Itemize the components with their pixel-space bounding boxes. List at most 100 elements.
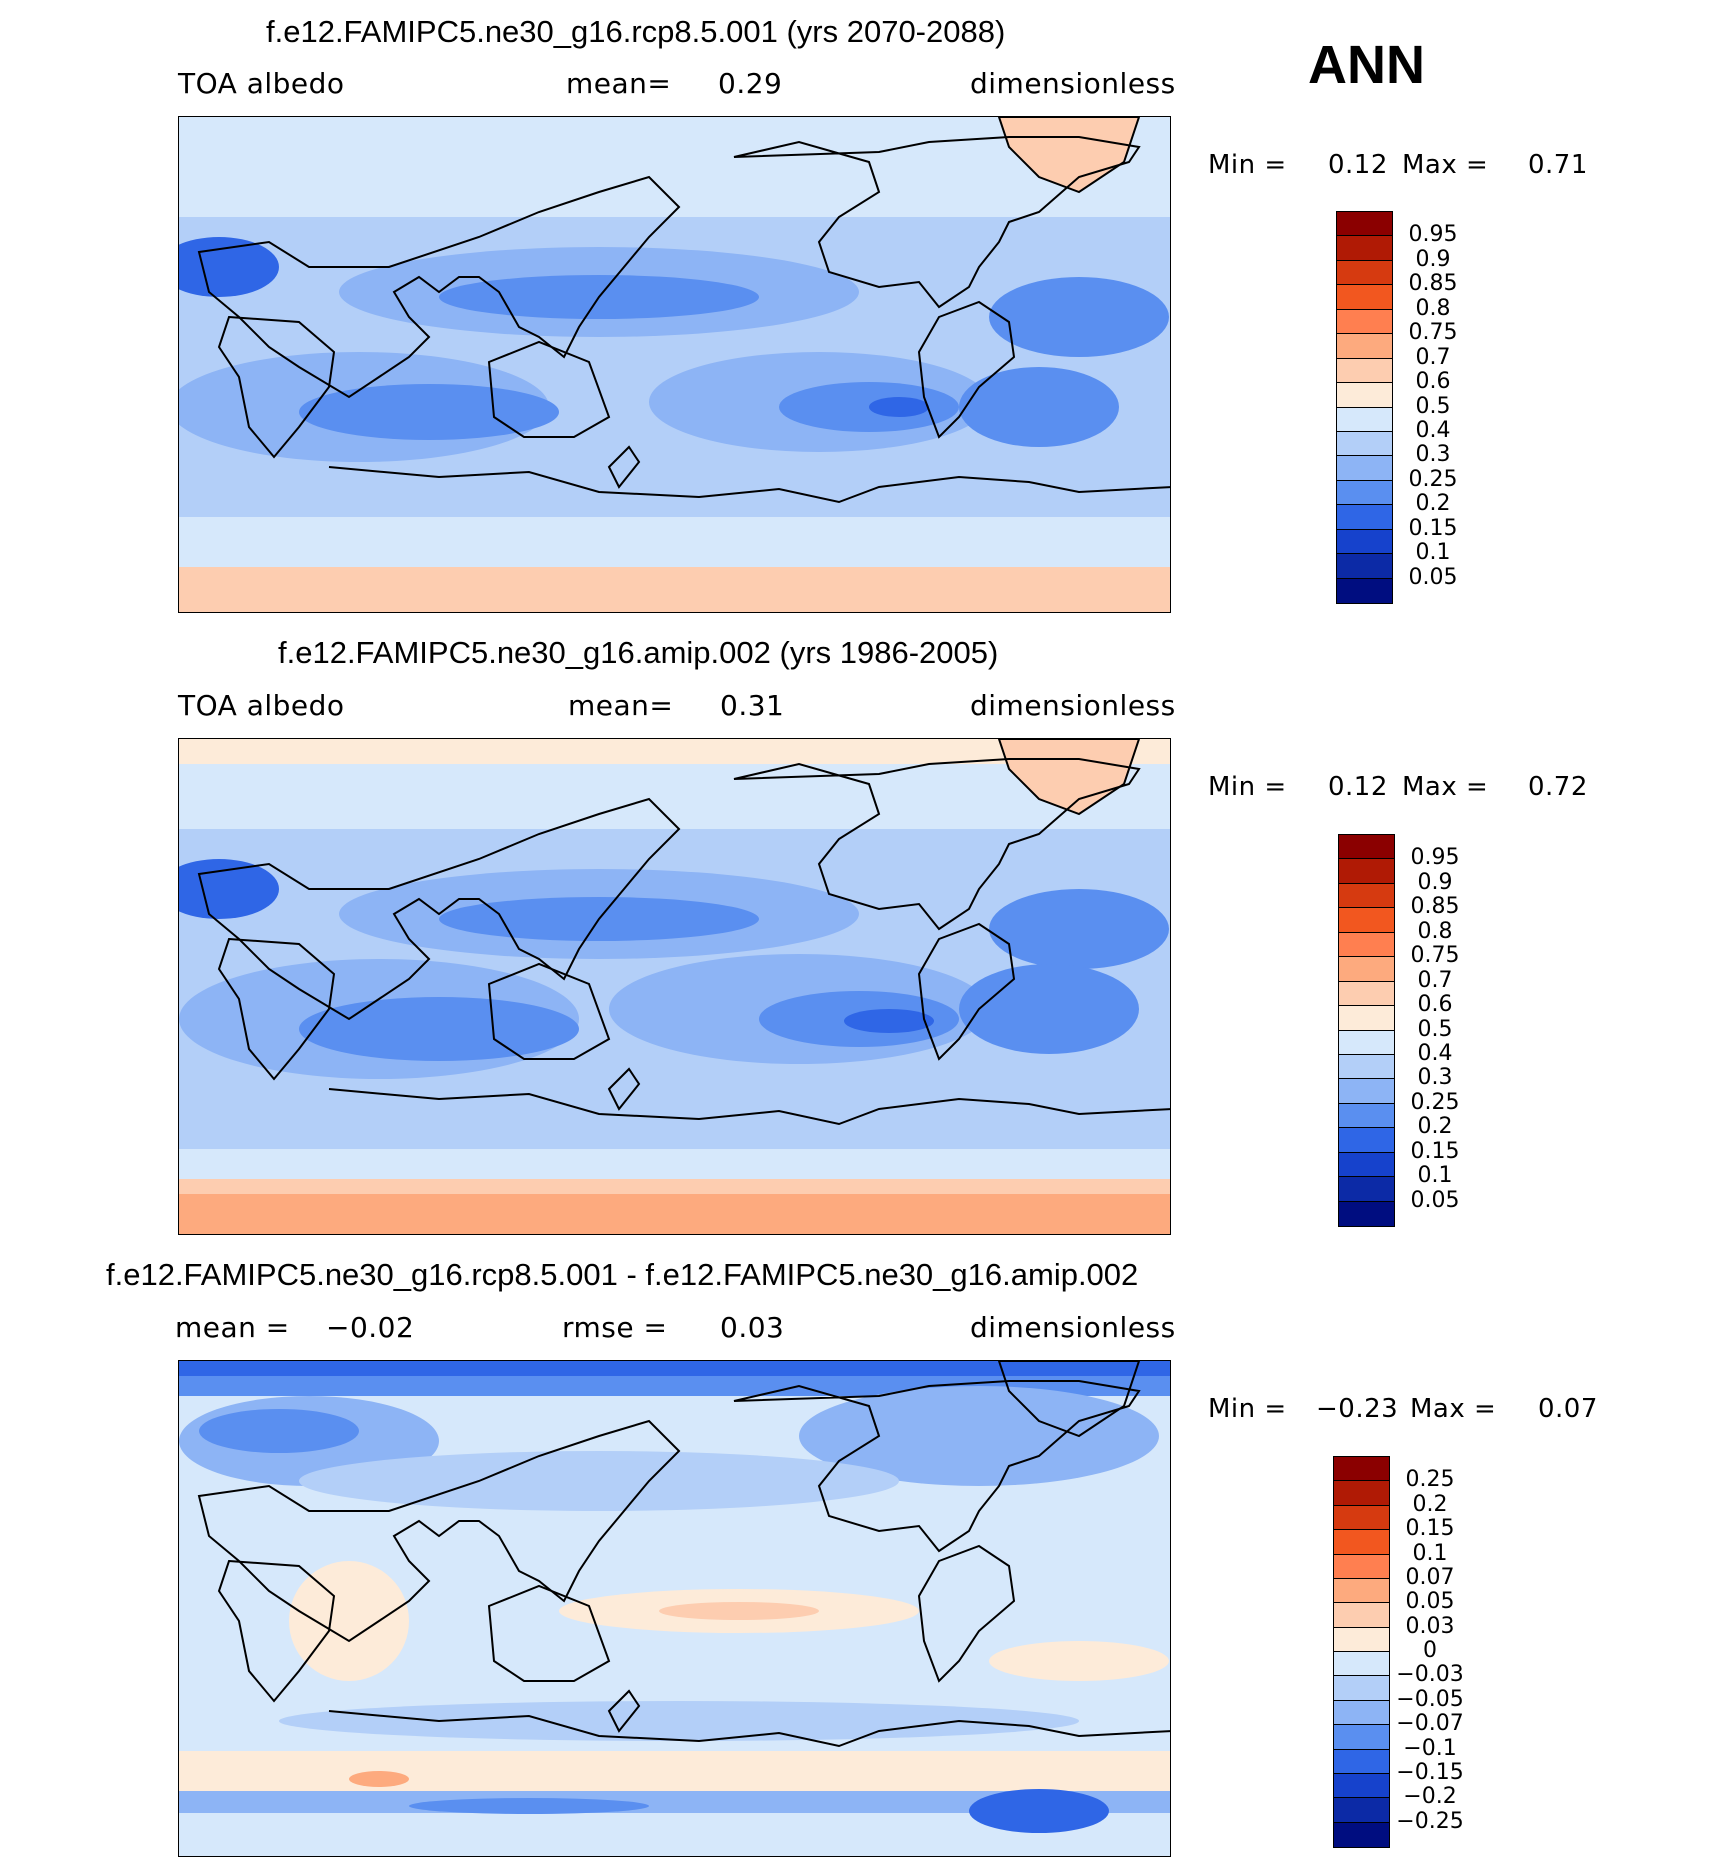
- colorbar-tick-label: 0.6: [1415, 369, 1451, 395]
- colorbar-box: [1339, 908, 1394, 933]
- colorbar-box: [1339, 1128, 1394, 1153]
- colorbar-box: [1339, 1006, 1394, 1031]
- panel2-map: [178, 738, 1171, 1235]
- colorbar-tick-label: 0.15: [1408, 515, 1458, 541]
- colorbar-tick-label: 0.05: [1405, 1589, 1455, 1615]
- colorbar-tick-label: −0.1: [1403, 1735, 1457, 1761]
- panel2-mean-label: mean=: [568, 689, 674, 722]
- colorbar-box: [1334, 1773, 1389, 1799]
- colorbar-tick-label: 0.5: [1417, 1016, 1453, 1042]
- colorbar-box: [1334, 1676, 1389, 1701]
- colorbar-tick-label: 0.4: [1417, 1040, 1453, 1066]
- colorbar-tick-label: 0.05: [1408, 564, 1458, 590]
- colorbar-box: [1337, 480, 1392, 506]
- panel3-mean-value: −0.02: [326, 1311, 415, 1344]
- panel3-mean-label: mean =: [175, 1311, 290, 1344]
- colorbar-box: [1337, 431, 1392, 457]
- colorbar-tick-label: 0.6: [1417, 992, 1453, 1018]
- panel3-colorbar: [1333, 1456, 1390, 1848]
- colorbar-tick-label: 0.1: [1412, 1540, 1448, 1566]
- colorbar-tick-label: −0.2: [1403, 1784, 1457, 1810]
- colorbar-box: [1339, 1079, 1394, 1104]
- panel2-colorbar: [1338, 834, 1395, 1227]
- panel1-min-label: Min =: [1208, 150, 1287, 180]
- colorbar-tick-label: −0.25: [1396, 1808, 1464, 1834]
- colorbar-tick-label: 0.9: [1417, 869, 1453, 895]
- colorbar-box: [1334, 1481, 1389, 1506]
- colorbar-tick-label: 0: [1423, 1638, 1437, 1663]
- panel2-min-label: Min =: [1208, 772, 1287, 802]
- panel3-max-value: 0.07: [1538, 1394, 1598, 1424]
- colorbar-tick-label: 0.85: [1410, 894, 1460, 920]
- colorbar-tick-label: 0.2: [1412, 1491, 1448, 1517]
- colorbar-tick-label: 0.95: [1410, 845, 1460, 871]
- panel3-max-label: Max =: [1410, 1394, 1497, 1424]
- colorbar-box: [1334, 1652, 1389, 1677]
- colorbar-box: [1334, 1798, 1389, 1823]
- colorbar-tick-label: 0.1: [1417, 1163, 1453, 1189]
- colorbar-box: [1339, 1054, 1394, 1080]
- colorbar-box: [1337, 260, 1392, 286]
- panel1-colorbar: [1336, 211, 1393, 604]
- colorbar-tick-label: 0.75: [1410, 943, 1460, 969]
- panel1-map: [178, 116, 1171, 613]
- colorbar-box: [1337, 456, 1392, 481]
- colorbar-box: [1339, 1201, 1394, 1226]
- panel2-variable-label: TOA albedo: [178, 689, 345, 722]
- colorbar-tick-label: −0.15: [1396, 1759, 1464, 1785]
- panel2-max-label: Max =: [1402, 772, 1489, 802]
- colorbar-box: [1339, 883, 1394, 909]
- colorbar-box: [1339, 1152, 1394, 1178]
- colorbar-box: [1334, 1457, 1389, 1482]
- colorbar-box: [1334, 1749, 1389, 1774]
- colorbar-box: [1339, 932, 1394, 958]
- colorbar-box: [1337, 554, 1392, 579]
- season-label: ANN: [1308, 35, 1425, 95]
- panel3-min-value: −0.23: [1316, 1394, 1399, 1424]
- colorbar-box: [1339, 1103, 1394, 1129]
- colorbar-box: [1337, 578, 1392, 603]
- colorbar-tick-label: 0.3: [1417, 1065, 1453, 1091]
- colorbar-tick-label: 0.25: [1410, 1089, 1460, 1115]
- panel1-map-canvas: [179, 117, 1170, 612]
- colorbar-box: [1339, 1030, 1394, 1055]
- colorbar-tick-label: 0.8: [1415, 295, 1451, 321]
- panel1-max-label: Max =: [1402, 150, 1489, 180]
- colorbar-tick-label: 0.5: [1415, 393, 1451, 419]
- colorbar-box: [1339, 981, 1394, 1007]
- panel3-units-label: dimensionless: [970, 1311, 1176, 1344]
- colorbar-box: [1334, 1627, 1389, 1652]
- colorbar-tick-label: 0.25: [1405, 1467, 1455, 1493]
- colorbar-box: [1334, 1578, 1389, 1604]
- colorbar-box: [1339, 859, 1394, 884]
- panel1-variable-label: TOA albedo: [178, 67, 345, 100]
- colorbar-tick-label: −0.05: [1396, 1686, 1464, 1712]
- panel3-rmse-value: 0.03: [720, 1311, 785, 1344]
- colorbar-box: [1337, 309, 1392, 335]
- panel3-rmse-label: rmse =: [562, 1311, 668, 1344]
- colorbar-box: [1337, 505, 1392, 530]
- panel3-title: f.e12.FAMIPC5.ne30_g16.rcp8.5.001 - f.e1…: [106, 1257, 1139, 1292]
- colorbar-box: [1339, 835, 1394, 860]
- colorbar-tick-label: −0.07: [1396, 1711, 1464, 1737]
- colorbar-box: [1337, 407, 1392, 432]
- colorbar-tick-label: 0.1: [1415, 540, 1451, 566]
- panel3-min-label: Min =: [1208, 1394, 1287, 1424]
- colorbar-tick-label: 0.9: [1415, 246, 1451, 272]
- colorbar-tick-label: 0.3: [1415, 442, 1451, 468]
- colorbar-tick-label: 0.2: [1415, 491, 1451, 517]
- colorbar-tick-label: 0.85: [1408, 271, 1458, 297]
- panel2-units-label: dimensionless: [970, 689, 1176, 722]
- colorbar-tick-label: 0.2: [1417, 1114, 1453, 1140]
- colorbar-tick-label: −0.03: [1396, 1662, 1464, 1688]
- colorbar-box: [1334, 1603, 1389, 1628]
- colorbar-box: [1337, 212, 1392, 237]
- colorbar-tick-label: 0.15: [1405, 1516, 1455, 1542]
- colorbar-tick-label: 0.7: [1417, 967, 1453, 993]
- colorbar-box: [1334, 1505, 1389, 1531]
- colorbar-tick-label: 0.4: [1415, 417, 1451, 443]
- panel1-mean-value: 0.29: [718, 67, 783, 100]
- colorbar-box: [1337, 529, 1392, 555]
- panel2-map-canvas: [179, 739, 1170, 1234]
- colorbar-tick-label: 0.05: [1410, 1187, 1460, 1213]
